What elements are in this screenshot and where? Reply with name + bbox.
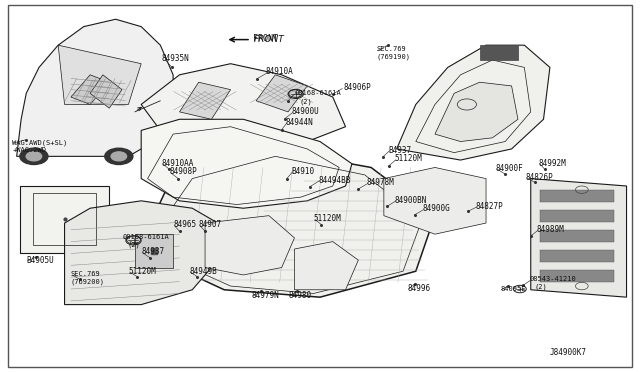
Polygon shape bbox=[20, 186, 109, 253]
Polygon shape bbox=[397, 45, 550, 160]
Circle shape bbox=[105, 148, 133, 164]
Text: SEC.769: SEC.769 bbox=[376, 46, 406, 52]
Polygon shape bbox=[179, 82, 230, 119]
Text: 84989M: 84989M bbox=[536, 225, 564, 234]
Text: (769200): (769200) bbox=[71, 278, 105, 285]
Text: +WAG.2WD: +WAG.2WD bbox=[12, 147, 46, 153]
Polygon shape bbox=[135, 234, 173, 267]
Text: 08168-6161A: 08168-6161A bbox=[122, 234, 169, 240]
Text: 84978M: 84978M bbox=[367, 178, 394, 187]
Circle shape bbox=[26, 152, 42, 161]
FancyBboxPatch shape bbox=[540, 230, 614, 242]
Polygon shape bbox=[294, 241, 358, 290]
Text: 84900BN: 84900BN bbox=[395, 196, 427, 205]
Text: (2): (2) bbox=[300, 98, 312, 105]
Text: B4937: B4937 bbox=[388, 145, 412, 154]
Text: 84944N: 84944N bbox=[285, 118, 313, 127]
Polygon shape bbox=[90, 75, 122, 108]
Polygon shape bbox=[205, 216, 294, 275]
Text: 84910A: 84910A bbox=[266, 67, 294, 76]
Polygon shape bbox=[17, 19, 173, 156]
FancyBboxPatch shape bbox=[540, 210, 614, 222]
FancyBboxPatch shape bbox=[540, 190, 614, 202]
Text: FRONT: FRONT bbox=[253, 34, 278, 43]
Polygon shape bbox=[71, 75, 109, 105]
Text: 84906P: 84906P bbox=[344, 83, 371, 92]
Polygon shape bbox=[256, 75, 307, 112]
Text: 51120M: 51120M bbox=[129, 267, 156, 276]
Text: WAG.AWD(S+SL): WAG.AWD(S+SL) bbox=[12, 139, 67, 145]
Text: 84992M: 84992M bbox=[538, 158, 566, 167]
Text: 08543-41210: 08543-41210 bbox=[529, 276, 576, 282]
Text: 84910AA: 84910AA bbox=[162, 158, 194, 167]
Text: B4910: B4910 bbox=[291, 167, 314, 176]
Circle shape bbox=[20, 148, 48, 164]
Text: 84494BB: 84494BB bbox=[318, 176, 351, 185]
Circle shape bbox=[111, 152, 127, 161]
Polygon shape bbox=[384, 167, 486, 234]
Text: 84935N: 84935N bbox=[162, 54, 189, 62]
Polygon shape bbox=[65, 201, 218, 305]
Text: 84979N: 84979N bbox=[252, 291, 280, 300]
Text: 84907: 84907 bbox=[198, 221, 222, 230]
Text: (769190): (769190) bbox=[376, 53, 410, 60]
Text: 51120M: 51120M bbox=[395, 154, 422, 163]
Polygon shape bbox=[435, 82, 518, 141]
Text: (2): (2) bbox=[534, 283, 547, 290]
Text: 84826P: 84826P bbox=[525, 173, 554, 182]
Text: FRONT: FRONT bbox=[253, 35, 284, 44]
Text: (2): (2) bbox=[127, 241, 140, 248]
Text: 51120M: 51120M bbox=[314, 214, 341, 223]
Bar bbox=[479, 45, 518, 60]
Polygon shape bbox=[141, 64, 346, 141]
Text: 08168-6161A: 08168-6161A bbox=[294, 90, 341, 96]
Text: 84900F: 84900F bbox=[495, 164, 524, 173]
Text: 84980: 84980 bbox=[288, 291, 311, 300]
Polygon shape bbox=[141, 119, 352, 208]
Text: J84900K7: J84900K7 bbox=[550, 347, 587, 356]
Text: 84949B: 84949B bbox=[189, 267, 217, 276]
Text: 84900G: 84900G bbox=[422, 205, 450, 214]
FancyBboxPatch shape bbox=[540, 270, 614, 282]
Text: 84996: 84996 bbox=[408, 284, 431, 293]
Text: 84095E: 84095E bbox=[500, 286, 525, 292]
Text: 84937: 84937 bbox=[141, 247, 164, 256]
Text: 84965: 84965 bbox=[173, 221, 196, 230]
Polygon shape bbox=[58, 45, 141, 105]
Text: B4905U: B4905U bbox=[26, 256, 54, 264]
Text: 84900U: 84900U bbox=[291, 108, 319, 116]
Text: SEC.769: SEC.769 bbox=[71, 271, 100, 277]
Text: 84908P: 84908P bbox=[170, 167, 197, 176]
FancyBboxPatch shape bbox=[540, 250, 614, 262]
Polygon shape bbox=[154, 149, 435, 297]
Text: 84827P: 84827P bbox=[475, 202, 503, 211]
Polygon shape bbox=[531, 179, 627, 297]
